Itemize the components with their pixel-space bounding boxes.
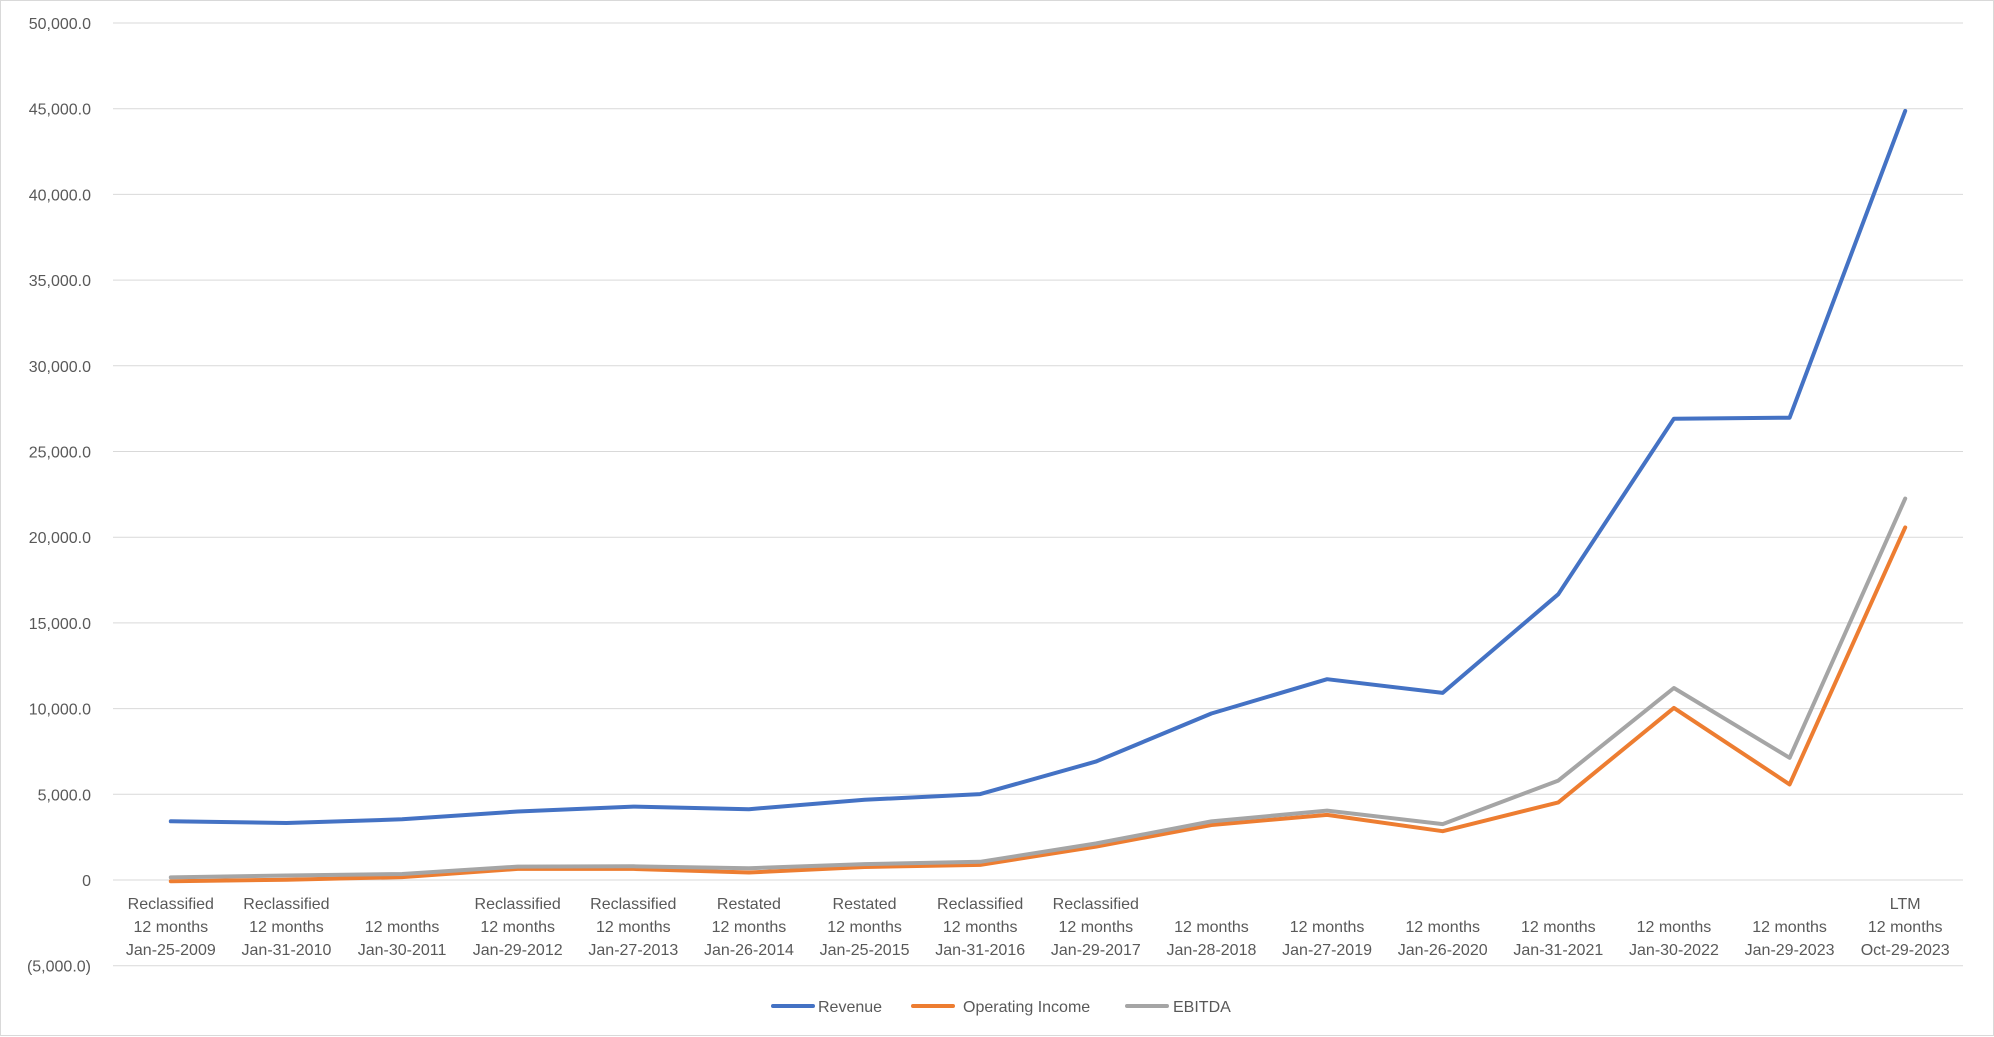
y-axis-tick-labels: (5,000.0) 0 5,000.0 10,000.0 15,000.0 20,000.… [27,16,91,976]
x-axis-tick-labels: Reclassified 12 months Jan-25-2009Reclassi… [126,896,1950,959]
x-tick-label: 12 months Jan-27-2019 [1282,919,1372,959]
x-tick-label-line: 12 months [596,919,671,936]
x-tick-label-line: 12 months [1058,919,1133,936]
x-tick-label: Reclassified 12 months Jan-29-2017 [1051,896,1141,959]
x-tick-label-line: Jan-29-2023 [1745,942,1835,959]
series-line-revenue [168,108,1908,825]
y-tick-label: (5,000.0) [27,959,91,976]
legend: Revenue Operating Income EBITDA [771,999,1231,1016]
x-tick-label: Reclassified 12 months Jan-29-2012 [473,896,563,959]
y-tick-label: 15,000.0 [29,616,91,633]
x-tick-label-line: Jan-31-2021 [1513,942,1603,959]
x-tick-label-line: 12 months [712,919,787,936]
y-tick-label: 35,000.0 [29,273,91,290]
x-tick-label: 12 months Jan-30-2011 [358,919,447,959]
x-tick-label-line: 12 months [1868,919,1943,936]
y-tick-label: 0 [82,873,91,890]
x-tick-label-line: Reclassified [243,896,329,913]
x-tick-label-line: 12 months [1752,919,1827,936]
x-tick-label-line: Jan-28-2018 [1167,942,1257,959]
x-tick-label: 12 months Jan-28-2018 [1167,919,1257,959]
x-tick-label: 12 months Jan-29-2023 [1745,919,1835,959]
x-tick-label-line: 12 months [1637,919,1712,936]
x-tick-label: 12 months Jan-31-2021 [1513,919,1603,959]
x-tick-label-line: Jan-31-2010 [242,942,332,959]
series-line-operating-income [168,525,1908,884]
series-line-ebitda [168,496,1908,880]
legend-item-revenue: Revenue [771,999,882,1016]
x-tick-label-line: Jan-29-2017 [1051,942,1141,959]
x-tick-label-line: Jan-26-2014 [704,942,794,959]
y-tick-label: 30,000.0 [29,359,91,376]
x-tick-label-line: 12 months [480,919,555,936]
x-tick-label-line: 12 months [365,919,440,936]
x-tick-label-line: 12 months [249,919,324,936]
x-tick-label-line: Jan-30-2011 [358,942,447,959]
y-tick-label: 5,000.0 [38,787,91,804]
legend-item-ebitda: EBITDA [1125,999,1231,1016]
x-tick-label: LTM 12 months Oct-29-2023 [1861,896,1950,959]
x-tick-label-line: Reclassified [1053,896,1139,913]
y-tick-label: 10,000.0 [29,702,91,719]
x-tick-label-line: Oct-29-2023 [1861,942,1950,959]
legend-label: EBITDA [1173,999,1231,1016]
legend-label: Operating Income [963,999,1090,1016]
x-tick-label-line: Restated [833,896,897,913]
x-tick-label-line: 12 months [827,919,902,936]
x-tick-label-line: 12 months [133,919,208,936]
x-tick-label: Reclassified 12 months Jan-25-2009 [126,896,216,959]
y-tick-label: 20,000.0 [29,530,91,547]
x-tick-label-line: Jan-27-2019 [1282,942,1372,959]
x-tick-label-line: Jan-30-2022 [1629,942,1719,959]
x-tick-label: 12 months Jan-26-2020 [1398,919,1488,959]
x-tick-label-line: Jan-31-2016 [935,942,1025,959]
x-tick-label: Reclassified 12 months Jan-27-2013 [588,896,678,959]
x-tick-label-line: 12 months [1174,919,1249,936]
y-tick-label: 45,000.0 [29,102,91,119]
x-tick-label-line: Jan-29-2012 [473,942,563,959]
x-tick-label-line: Reclassified [590,896,676,913]
x-tick-label-line: 12 months [1405,919,1480,936]
x-tick-label-line: Jan-25-2009 [126,942,216,959]
x-tick-label-line: 12 months [1290,919,1365,936]
x-tick-label-line: Restated [717,896,781,913]
x-tick-label-line: Jan-26-2020 [1398,942,1488,959]
x-tick-label-line: Reclassified [937,896,1023,913]
x-tick-label-line: Jan-25-2015 [820,942,910,959]
y-tick-label: 25,000.0 [29,445,91,462]
x-tick-label: Reclassified 12 months Jan-31-2016 [935,896,1025,959]
gridlines [113,22,1963,967]
x-tick-label-line: 12 months [1521,919,1596,936]
x-tick-label: Restated 12 months Jan-25-2015 [820,896,910,959]
legend-label: Revenue [818,999,882,1016]
x-tick-label-line: Jan-27-2013 [588,942,678,959]
y-tick-label: 40,000.0 [29,187,91,204]
x-tick-label-line: Reclassified [128,896,214,913]
x-tick-label: 12 months Jan-30-2022 [1629,919,1719,959]
x-tick-label-line: LTM [1890,896,1921,913]
x-tick-label: Restated 12 months Jan-26-2014 [704,896,794,959]
x-tick-label-line: 12 months [943,919,1018,936]
x-tick-label: Reclassified 12 months Jan-31-2010 [242,896,332,959]
y-tick-label: 50,000.0 [29,16,91,33]
legend-item-operating-income: Operating Income [911,999,1090,1016]
series-lines [168,108,1908,884]
x-tick-label-line: Reclassified [475,896,561,913]
